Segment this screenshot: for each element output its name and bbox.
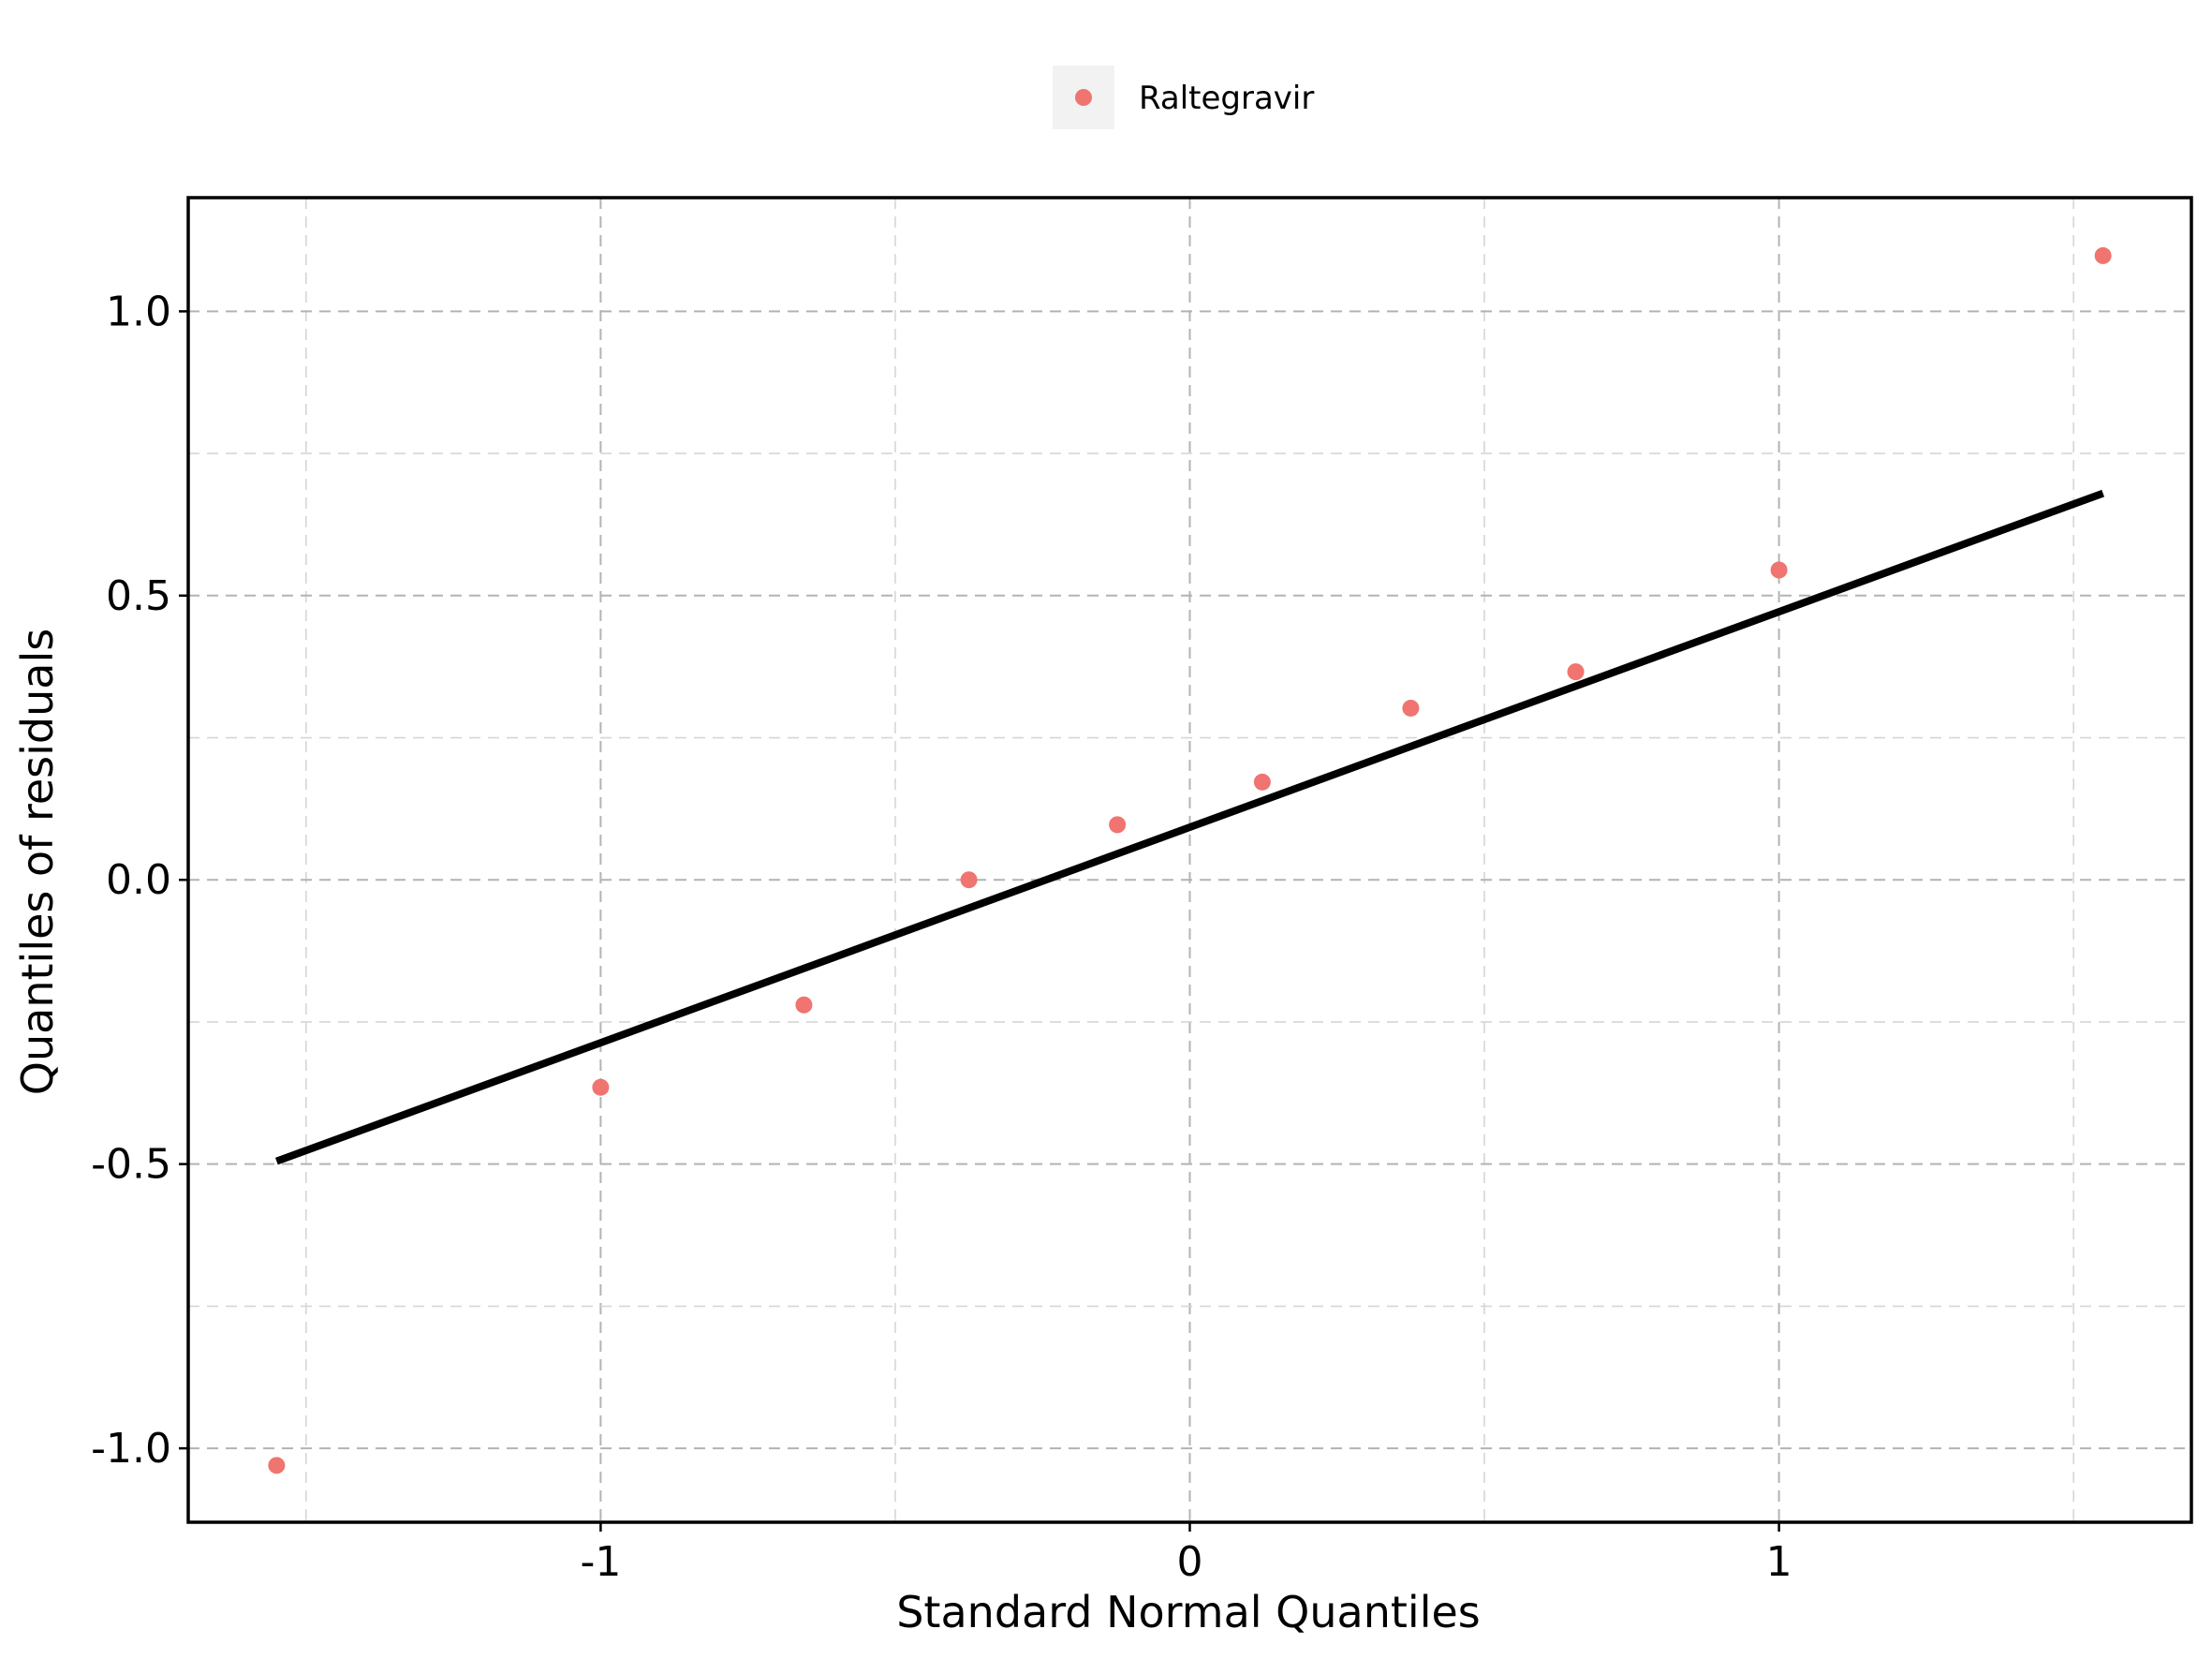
y-tick-label: 1.0 — [106, 288, 171, 335]
y-tick-label: -1.0 — [91, 1425, 171, 1473]
legend-marker — [1075, 89, 1092, 106]
data-point — [1402, 699, 1420, 717]
data-point — [1253, 773, 1271, 791]
y-tick-label: 0.0 — [106, 856, 171, 904]
y-axis-label: Quantiles of residuals — [12, 629, 63, 1095]
y-tick-label: -0.5 — [91, 1141, 171, 1189]
data-point — [268, 1457, 286, 1474]
data-point — [1567, 663, 1585, 681]
tick-labels: -1 0 1 -1.0 -0.5 0.0 0.5 1.0 — [91, 288, 1792, 1586]
data-point — [592, 1078, 610, 1096]
data-point — [2094, 246, 2112, 264]
x-tick-label: -1 — [580, 1538, 621, 1586]
y-tick-label: 0.5 — [106, 572, 171, 620]
tick-marks — [179, 310, 1780, 1532]
data-point — [1770, 561, 1788, 579]
data-point — [795, 996, 813, 1014]
data-point — [1109, 816, 1127, 834]
reference-line-layer — [274, 489, 2105, 1165]
legend: Raltegravir — [1053, 66, 1314, 129]
x-tick-label: 1 — [1766, 1538, 1792, 1586]
legend-label: Raltegravir — [1139, 80, 1314, 117]
data-point — [960, 871, 978, 889]
x-axis-label: Standard Normal Quantiles — [896, 1587, 1481, 1637]
grid-lines — [188, 198, 2191, 1522]
reference-line — [274, 489, 2105, 1165]
x-tick-label: 0 — [1177, 1538, 1203, 1586]
data-points — [268, 246, 2112, 1474]
